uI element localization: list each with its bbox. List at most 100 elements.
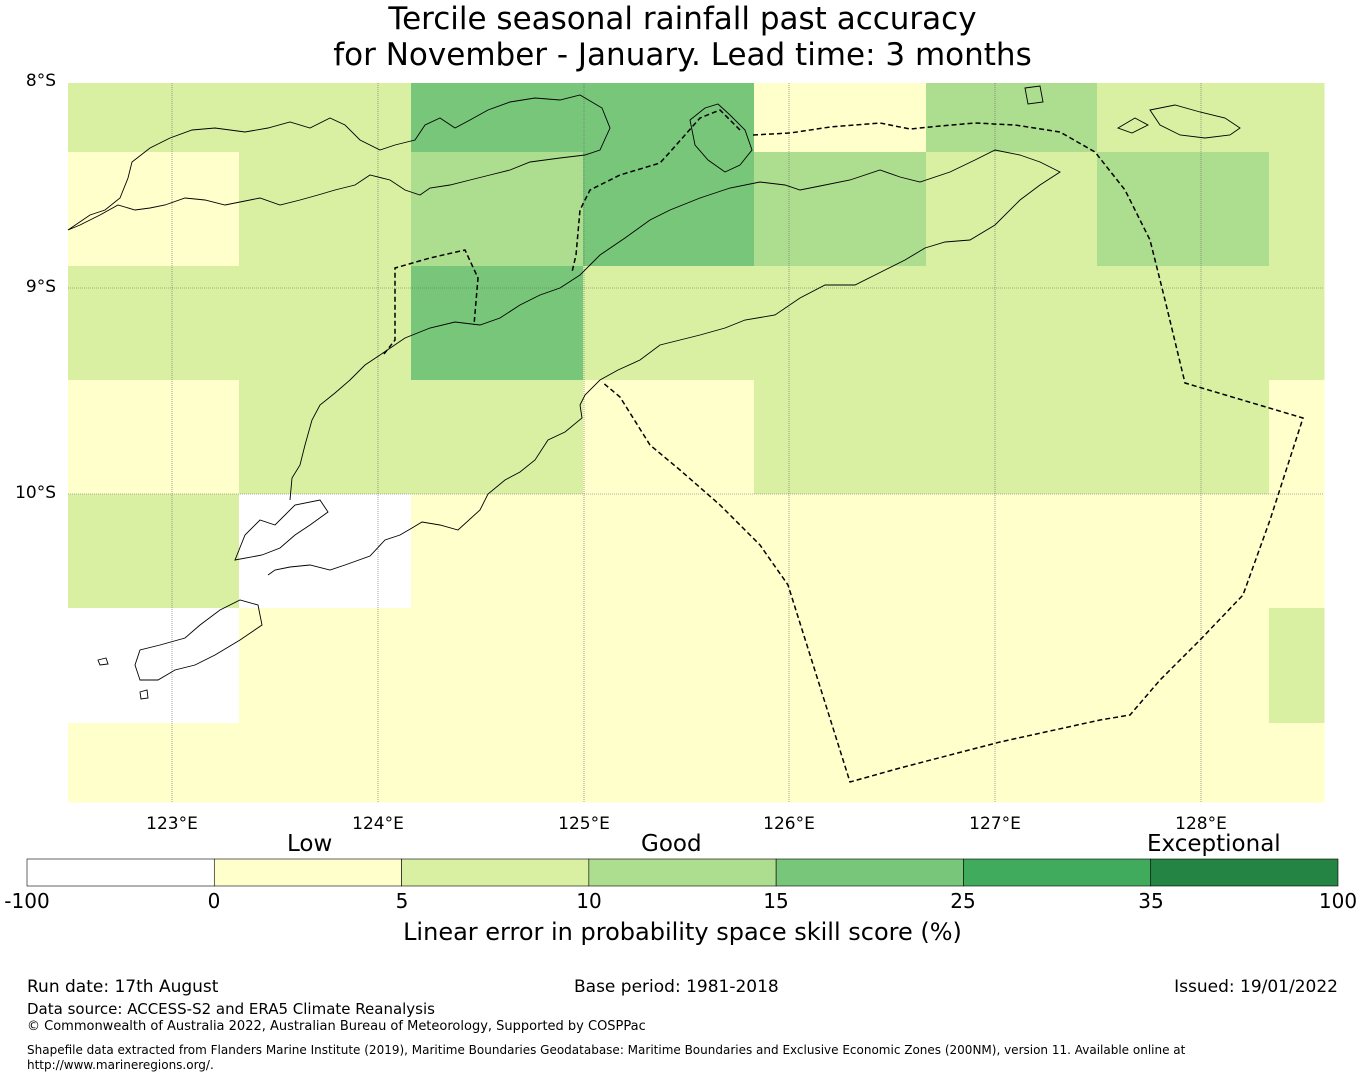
grid-cell — [411, 608, 584, 724]
colorbar — [26, 858, 1339, 887]
grid-cell — [239, 380, 412, 495]
colorbar-segment — [213, 858, 402, 887]
grid-cell — [239, 608, 412, 724]
colorbar-segment — [1150, 858, 1339, 887]
grid-cell — [68, 608, 240, 724]
colorbar-segment — [775, 858, 964, 887]
coastlines — [67, 85, 1241, 700]
colorbar-tick: 35 — [1138, 889, 1164, 913]
grid-cell — [68, 494, 240, 609]
grid-cell — [411, 380, 584, 495]
lat-label-8s: 8°S — [25, 71, 56, 91]
eez-boundary-north — [571, 109, 741, 273]
grid-cell — [68, 723, 240, 803]
grid-cell — [1097, 723, 1270, 803]
colorbar-tick: 100 — [1318, 889, 1358, 913]
grid-cell — [68, 83, 240, 153]
colorbar-tick: 25 — [950, 889, 976, 913]
grid-cell — [411, 152, 584, 267]
map-title-line1: Tercile seasonal rainfall past accuracy — [388, 1, 977, 37]
coastline-dana — [139, 689, 149, 700]
colorbar-tick: 0 — [207, 889, 221, 913]
grid-cell — [926, 494, 1098, 609]
colorbar-segment — [588, 858, 777, 887]
colorbar-tick: 15 — [763, 889, 789, 913]
grid-cell — [1097, 83, 1270, 153]
grid-cell — [1097, 494, 1270, 609]
grid-cell — [239, 152, 412, 267]
issued-date: Issued: 19/01/2022 — [1174, 977, 1338, 997]
eez-boundary-oecusse — [383, 249, 479, 355]
grid-cell — [239, 723, 412, 803]
grid-cell — [583, 266, 755, 381]
grid-cell — [411, 723, 584, 803]
grid-cell — [1269, 152, 1325, 267]
gridlines — [68, 83, 1324, 802]
grid-cell — [239, 83, 412, 153]
grid-cell — [926, 152, 1098, 267]
coastline-small-island-2 — [1116, 117, 1149, 134]
category-low: Low — [287, 831, 333, 857]
grid-cell — [411, 494, 584, 609]
grid-cell — [926, 83, 1098, 153]
coastline-small-island-1 — [1024, 85, 1044, 105]
shapefile-credit-line2: http://www.marineregions.org/. — [27, 1058, 214, 1072]
coastline-wetar — [1149, 104, 1241, 139]
grid-cell — [583, 494, 755, 609]
lat-label-9s: 9°S — [25, 277, 56, 297]
grid-cell — [1269, 494, 1325, 609]
grid-cell — [411, 266, 584, 381]
category-exceptional: Exceptional — [1147, 831, 1281, 857]
coastline-ndao — [97, 657, 109, 666]
grid-cell — [239, 266, 412, 381]
grid-cell — [1269, 266, 1325, 381]
lat-label-10s: 10°S — [15, 483, 56, 503]
grid-cell — [68, 266, 240, 381]
colorbar-tick: 5 — [395, 889, 409, 913]
grid-cell — [1269, 83, 1325, 153]
lon-label-125e: 125°E — [558, 814, 610, 834]
maritime-boundaries — [383, 109, 1304, 783]
colorbar-segment — [401, 858, 590, 887]
grid-cell — [1097, 608, 1270, 724]
data-source: Data source: ACCESS-S2 and ERA5 Climate … — [27, 1000, 435, 1018]
grid-cell — [1097, 380, 1270, 495]
base-period: Base period: 1981-2018 — [574, 977, 779, 997]
grid-cell — [1269, 723, 1325, 803]
lon-label-126e: 126°E — [763, 814, 815, 834]
colorbar-tick: -100 — [4, 889, 50, 913]
grid-cell — [1097, 152, 1270, 267]
coastline-flores — [67, 94, 611, 231]
grid-cell — [926, 380, 1098, 495]
lon-label-127e: 127°E — [969, 814, 1021, 834]
grid-cell — [68, 380, 240, 495]
grid-cell — [754, 494, 927, 609]
grid-cell — [754, 152, 927, 267]
copyright: © Commonwealth of Australia 2022, Austra… — [27, 1019, 646, 1034]
grid-cell — [1097, 266, 1270, 381]
grid-cell — [1269, 608, 1325, 724]
grid-cell — [583, 723, 755, 803]
grid-cell — [926, 266, 1098, 381]
colorbar-label: Linear error in probability space skill … — [403, 918, 962, 946]
shapefile-credit-line1: Shapefile data extracted from Flanders M… — [27, 1043, 1186, 1057]
coastline-rote — [134, 599, 263, 681]
map-title-line2: for November - January. Lead time: 3 mon… — [333, 37, 1032, 73]
coastline-alor — [689, 103, 753, 173]
coastline-semau — [234, 499, 329, 561]
eez-boundary-east — [601, 122, 1304, 783]
colorbar-segment — [26, 858, 215, 887]
grid-cell — [754, 723, 927, 803]
grid-cell — [754, 608, 927, 724]
grid-cell — [754, 380, 927, 495]
category-good: Good — [641, 831, 702, 857]
grid-cell — [411, 83, 584, 153]
grid-cell — [754, 83, 927, 153]
grid-cell — [239, 494, 412, 609]
grid-cell — [754, 266, 927, 381]
colorbar-segment — [963, 858, 1152, 887]
grid-cell — [583, 83, 755, 153]
lon-label-124e: 124°E — [352, 814, 404, 834]
grid-cells — [68, 83, 1325, 803]
